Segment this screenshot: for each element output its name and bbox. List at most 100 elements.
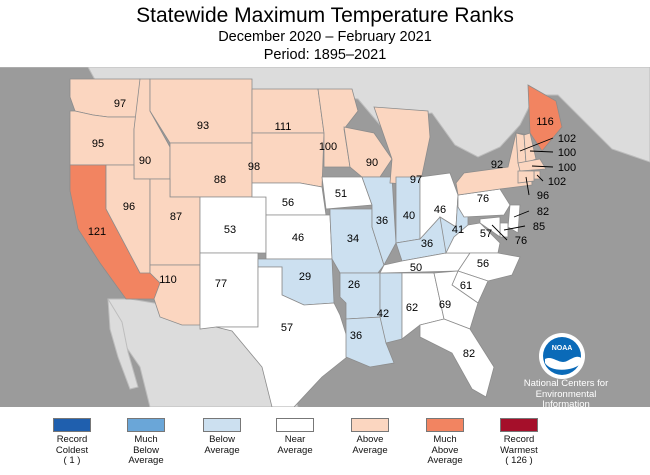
rank-label-ri: 102 bbox=[548, 176, 566, 188]
leader-line-nj bbox=[513, 210, 530, 218]
noaa-logo-text: NOAA bbox=[552, 345, 573, 352]
legend-swatch bbox=[203, 418, 241, 432]
rank-label-mi: 97 bbox=[410, 174, 422, 186]
legend-label: Record Coldest ( 1 ) bbox=[55, 434, 89, 466]
legend-label: Above Average bbox=[352, 434, 388, 456]
rank-label-nm: 77 bbox=[215, 278, 227, 290]
rank-label-fl: 82 bbox=[463, 348, 475, 360]
rank-label-id: 90 bbox=[139, 155, 151, 167]
legend-swatch bbox=[351, 418, 389, 432]
rank-label-de: 85 bbox=[533, 221, 545, 233]
legend-item-above: Above Average bbox=[335, 418, 405, 456]
rank-label-oh: 46 bbox=[434, 204, 446, 216]
legend-swatch bbox=[426, 418, 464, 432]
rank-label-ms: 42 bbox=[377, 308, 389, 320]
credit-line2: Environmental bbox=[535, 388, 597, 400]
state-ma bbox=[517, 158, 547, 172]
legend-label: Much Below Average bbox=[128, 434, 164, 466]
state-ny bbox=[455, 132, 533, 196]
rank-label-co: 53 bbox=[224, 224, 236, 236]
rank-label-ok: 29 bbox=[299, 271, 311, 283]
rank-label-az: 110 bbox=[159, 274, 177, 286]
us-map: 97 95 121 90 96 93 88 87 110 53 77 111 98 56 46 29 57 100… bbox=[0, 67, 650, 407]
credit-line3: Information bbox=[542, 399, 590, 410]
credit-block: National Centers for Environmental Infor… bbox=[512, 378, 620, 421]
leader-line-ct bbox=[525, 176, 530, 196]
rank-label-wv: 41 bbox=[452, 224, 464, 236]
rank-label-ut: 87 bbox=[170, 211, 182, 223]
state-wy bbox=[169, 142, 253, 198]
state-tx bbox=[215, 266, 353, 407]
leader-line-md bbox=[491, 224, 508, 241]
rank-label-mo: 34 bbox=[347, 233, 359, 245]
state-sd bbox=[251, 132, 325, 188]
map-subtitle: December 2020 – February 2021 bbox=[218, 29, 432, 45]
rank-label-vt: 102 bbox=[558, 133, 576, 145]
rank-label-mt: 93 bbox=[197, 120, 209, 132]
rank-label-or: 95 bbox=[92, 138, 104, 150]
credit-line1: National Centers for bbox=[523, 378, 609, 389]
map-period: Period: 1895–2021 bbox=[263, 47, 387, 63]
state-nh bbox=[523, 132, 537, 164]
rank-label-ct: 96 bbox=[537, 190, 549, 202]
rank-label-wa: 97 bbox=[114, 98, 126, 110]
map-panel: 97 95 121 90 96 93 88 87 110 53 77 111 98 56 46 29 57 100… bbox=[0, 67, 650, 420]
title-block: Statewide Maximum Temperature Ranks Dece… bbox=[0, 4, 650, 64]
leader-line-de bbox=[503, 225, 526, 231]
rank-label-wy: 88 bbox=[214, 174, 226, 186]
rank-label-nd: 111 bbox=[275, 121, 292, 133]
rank-label-tx: 57 bbox=[281, 322, 293, 334]
rank-label-in: 40 bbox=[403, 210, 415, 222]
rank-label-md: 76 bbox=[515, 235, 527, 247]
legend-swatch bbox=[500, 418, 538, 432]
state-nj bbox=[507, 204, 521, 234]
legend-label: Near Average bbox=[277, 434, 313, 456]
rank-label-ca: 121 bbox=[88, 226, 106, 238]
rank-label-tn: 50 bbox=[410, 262, 422, 274]
baja-land bbox=[107, 298, 139, 390]
rank-label-sc: 61 bbox=[460, 280, 472, 292]
legend-swatch bbox=[127, 418, 165, 432]
legend-swatch bbox=[276, 418, 314, 432]
rank-label-nj: 82 bbox=[537, 206, 549, 218]
legend-label: Much Above Average bbox=[427, 434, 463, 466]
legend: Record Coldest ( 1 ) Much Below Average Be… bbox=[0, 418, 650, 475]
rank-label-nc: 56 bbox=[477, 258, 489, 270]
state-or bbox=[69, 110, 141, 166]
rank-label-ma: 100 bbox=[558, 162, 576, 174]
legend-swatch bbox=[53, 418, 91, 432]
state-wa bbox=[69, 78, 141, 118]
state-me bbox=[527, 84, 563, 152]
rank-label-sd: 98 bbox=[248, 161, 260, 173]
state-mt bbox=[149, 78, 253, 144]
state-md bbox=[479, 216, 501, 238]
rank-label-ks: 46 bbox=[292, 232, 304, 244]
rank-label-ny: 92 bbox=[491, 159, 503, 171]
rank-label-va: 57 bbox=[480, 228, 492, 240]
rank-label-al: 62 bbox=[406, 302, 418, 314]
rank-label-nv: 96 bbox=[123, 201, 135, 213]
rank-label-ky: 36 bbox=[421, 238, 433, 250]
rank-label-pa: 76 bbox=[477, 193, 489, 205]
state-nm bbox=[199, 252, 259, 330]
legend-item-much-above: Much Above Average bbox=[410, 418, 480, 467]
credit-date: Thu Mar 4 2021 bbox=[537, 410, 595, 420]
rank-label-me: 116 bbox=[536, 116, 554, 128]
rank-label-mn: 100 bbox=[319, 141, 337, 153]
rank-label-il: 36 bbox=[376, 215, 388, 227]
rank-label-wi: 90 bbox=[366, 157, 378, 169]
leader-line-ma bbox=[531, 165, 554, 168]
rank-label-la: 36 bbox=[350, 330, 362, 342]
legend-label: Record Warmest ( 126 ) bbox=[500, 434, 538, 466]
leader-line-nh bbox=[529, 150, 554, 153]
rank-label-nh: 100 bbox=[558, 147, 576, 159]
rank-label-ne: 56 bbox=[282, 197, 294, 209]
legend-item-record-coldest: Record Coldest ( 1 ) bbox=[37, 418, 107, 467]
noaa-logo-icon: NOAA bbox=[539, 333, 585, 379]
rank-label-ga: 69 bbox=[439, 299, 451, 311]
state-fl bbox=[419, 318, 495, 398]
leader-line-vt bbox=[519, 137, 554, 152]
legend-item-record-warmest: Record Warmest ( 126 ) bbox=[484, 418, 554, 467]
rank-label-ia: 51 bbox=[335, 188, 347, 200]
rank-label-ar: 26 bbox=[348, 279, 360, 291]
